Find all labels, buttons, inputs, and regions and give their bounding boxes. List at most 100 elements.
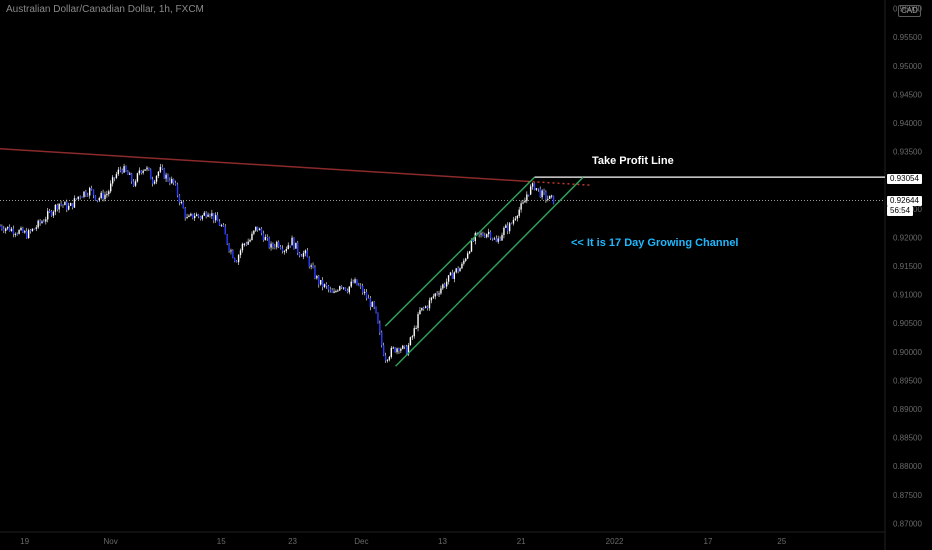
channel-upper-line[interactable]	[384, 176, 536, 327]
candle-body	[152, 179, 154, 184]
candle-body	[108, 191, 110, 195]
price-tick-label: 0.94500	[893, 90, 922, 99]
candle-body	[69, 203, 72, 206]
candle-body	[442, 284, 444, 289]
candle-body	[335, 290, 337, 292]
candle-body	[173, 178, 175, 183]
price-tick-label: 0.87000	[893, 519, 922, 528]
candle-body	[41, 221, 43, 223]
candle-body	[491, 238, 494, 240]
candle-body	[211, 213, 213, 216]
candle-body	[516, 215, 518, 219]
candle-body	[497, 238, 499, 242]
candle-body	[276, 241, 278, 248]
candle-body	[478, 232, 480, 235]
candle-body	[140, 170, 142, 173]
candle-body	[522, 202, 524, 204]
candle-body	[104, 194, 106, 200]
candle-body	[85, 191, 87, 196]
candle-body	[537, 188, 539, 190]
candle-body	[255, 226, 257, 231]
candle-body	[308, 257, 310, 267]
candle-body	[266, 236, 268, 238]
candle-body	[75, 198, 78, 200]
candle-body	[239, 250, 242, 256]
candle-body	[472, 239, 475, 242]
candle-body	[26, 231, 28, 239]
candle-body	[5, 228, 7, 231]
candle-body	[297, 242, 299, 254]
take-profit-price-label: 0.93054	[887, 174, 922, 184]
candle-body	[319, 279, 322, 285]
take-profit-annotation[interactable]: Take Profit Line	[592, 155, 674, 167]
candle-body	[81, 196, 83, 198]
candle-body	[423, 307, 425, 309]
candle-body	[214, 215, 217, 221]
candle-body	[402, 345, 404, 349]
candle-body	[411, 336, 414, 338]
candle-body	[182, 201, 184, 209]
candle-body	[358, 285, 360, 287]
candle-body	[386, 359, 389, 361]
candle-body	[268, 237, 270, 248]
time-axis[interactable]: 19 Nov 15 23 Dec 13 21 2022 17 25	[20, 537, 787, 546]
candle-body	[62, 204, 64, 206]
price-axis[interactable]: 0.96000 0.95500 0.95000 0.94500 0.94000 0.935…	[893, 5, 922, 529]
candle-body	[291, 237, 293, 246]
candle-body	[295, 242, 297, 249]
candle-body	[281, 248, 284, 252]
candle-body	[508, 223, 511, 232]
time-tick-label: Nov	[104, 537, 118, 546]
resistance-trendline[interactable]	[0, 147, 528, 183]
candle-body	[409, 337, 412, 346]
candle-body	[507, 225, 509, 232]
currency-badge: CAD	[898, 5, 921, 17]
candle-body	[329, 289, 331, 291]
candle-body	[300, 255, 303, 257]
candle-body	[396, 348, 398, 353]
candle-body	[163, 168, 165, 179]
candle-body	[171, 178, 173, 184]
candle-body	[14, 233, 16, 235]
candle-body	[121, 169, 123, 173]
candle-body	[134, 181, 137, 186]
resistance-trendline-extension[interactable]	[527, 180, 591, 186]
candle-body	[20, 227, 22, 231]
candle-body	[87, 195, 89, 197]
candle-body	[277, 241, 280, 247]
candle-body	[369, 298, 372, 307]
time-tick-label: 19	[20, 537, 29, 546]
candle-body	[218, 221, 221, 226]
candle-body	[354, 279, 356, 283]
candle-body	[514, 218, 517, 220]
candle-body	[0, 225, 1, 227]
candle-body	[159, 167, 162, 172]
candlestick-series	[0, 163, 555, 363]
candle-body	[35, 227, 37, 229]
candle-body	[98, 198, 100, 201]
candle-body	[403, 345, 406, 347]
candle-body	[148, 167, 150, 170]
channel-lower-line[interactable]	[395, 176, 584, 367]
candle-body	[279, 246, 282, 249]
candle-body	[58, 203, 60, 210]
candle-body	[207, 214, 209, 217]
candle-body	[451, 272, 454, 279]
candle-body	[167, 174, 169, 181]
candle-body	[495, 238, 497, 242]
candle-body	[33, 228, 36, 230]
candle-body	[73, 198, 76, 208]
bar-countdown-label: 56:54	[887, 206, 914, 216]
candle-body	[71, 203, 74, 208]
price-tick-label: 0.91000	[893, 291, 922, 300]
candle-body	[12, 228, 15, 234]
candle-body	[180, 201, 183, 203]
channel-annotation[interactable]: << It is 17 Day Growing Channel	[571, 237, 739, 249]
candle-body	[327, 286, 330, 290]
candle-body	[440, 288, 442, 294]
candle-body	[258, 228, 261, 231]
candle-body	[486, 234, 488, 238]
candle-body	[283, 250, 286, 252]
candle-body	[119, 169, 121, 171]
